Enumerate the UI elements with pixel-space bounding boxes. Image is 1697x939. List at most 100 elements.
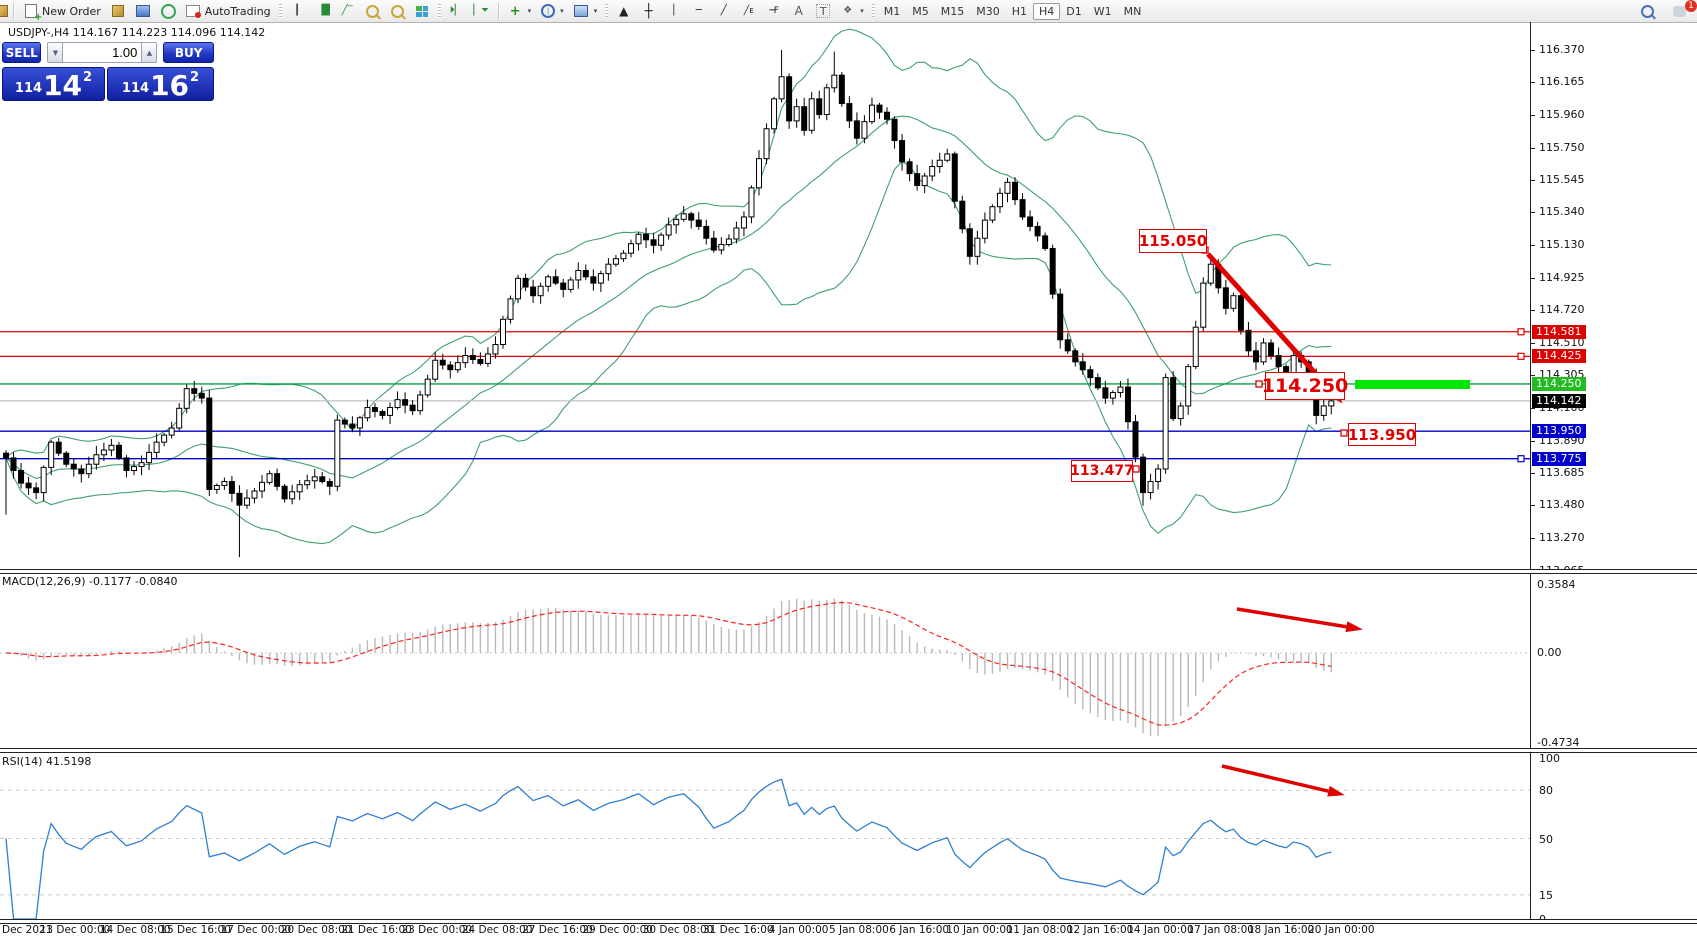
- horizontal-line-tool-button[interactable]: ─: [686, 2, 711, 21]
- timeframe-button-H4[interactable]: H4: [1033, 2, 1061, 20]
- timeframe-button-M1[interactable]: M1: [883, 4, 901, 18]
- price-annotation-label[interactable]: 115.050: [1139, 229, 1207, 253]
- timeframe-button-M5[interactable]: M5: [912, 4, 929, 18]
- auto-scroll-button[interactable]: ⏵▏: [444, 2, 469, 21]
- navigator-button[interactable]: [131, 2, 156, 21]
- candle-body: [3, 452, 9, 459]
- price-axis-tick: [1531, 375, 1535, 377]
- equidistant-channel-tool-button[interactable]: ╱ᴇ: [736, 2, 761, 21]
- candle-body: [718, 244, 725, 251]
- panel-separator[interactable]: [0, 919, 1697, 924]
- timeframe-button-H1[interactable]: H1: [1011, 4, 1027, 18]
- signals-button[interactable]: [156, 2, 181, 21]
- cursor-tool-button[interactable]: ▲: [611, 2, 636, 21]
- candle-body: [1019, 199, 1026, 218]
- timeframe-button-M15[interactable]: M15: [940, 4, 965, 18]
- rsi-panel-canvas[interactable]: [0, 752, 1530, 919]
- chat-bubble-icon: [1673, 5, 1686, 17]
- tile-windows-icon: [415, 4, 430, 19]
- crosshair-tool-button[interactable]: ┼: [636, 2, 661, 21]
- candle-body: [921, 175, 928, 186]
- price-axis-tick: [1531, 538, 1535, 540]
- templates-button[interactable]: ▾: [569, 2, 603, 21]
- trend-arrowhead: [1327, 785, 1345, 797]
- price-axis-badge-114.425: 114.425: [1532, 349, 1586, 364]
- macd-scale-top: 0.3584: [1537, 578, 1576, 591]
- bar-chart-button[interactable]: ▕▏: [285, 2, 310, 21]
- candle-body: [560, 282, 567, 290]
- line-chart-button[interactable]: ╱‾: [335, 2, 360, 21]
- price-axis-tick: [1531, 179, 1535, 181]
- toolbar-grip: [437, 4, 441, 18]
- candle-body: [612, 258, 619, 265]
- candle-body: [334, 419, 341, 487]
- buy-button[interactable]: BUY: [163, 42, 214, 63]
- candle-body: [515, 277, 522, 300]
- text-label-tool-button[interactable]: T: [811, 2, 835, 20]
- price-annotation-label[interactable]: 114.250: [1262, 372, 1348, 400]
- green-highlight-bar: [1355, 380, 1470, 389]
- price-axis-tick: [1531, 114, 1535, 116]
- macd-panel-canvas[interactable]: [0, 572, 1530, 748]
- candle-body: [289, 491, 296, 500]
- new-order-label: New Order: [42, 4, 101, 18]
- notifications-button[interactable]: 1: [1668, 0, 1697, 19]
- fibonacci-icon: ┉F: [769, 5, 779, 16]
- time-axis-label: 14 Jan 00:00: [1127, 924, 1194, 936]
- arrows-tool-button[interactable]: ❖ ▾: [835, 2, 869, 21]
- text-tool-button[interactable]: A: [786, 2, 811, 21]
- price-annotation-label[interactable]: 113.477: [1070, 460, 1134, 482]
- crosshair-icon: ┼: [644, 3, 653, 19]
- vertical-line-tool-button[interactable]: │: [661, 2, 686, 21]
- candle-body: [259, 481, 266, 492]
- candle-body: [1012, 181, 1019, 201]
- candle-body: [319, 476, 326, 483]
- sell-button[interactable]: SELL: [2, 42, 42, 63]
- fibonacci-tool-button[interactable]: ┉F: [761, 2, 786, 21]
- candle-body: [740, 216, 747, 229]
- time-axis-label: 14 Dec 08:00: [99, 924, 171, 936]
- candle-body: [1042, 235, 1049, 249]
- panel-separator[interactable]: [0, 748, 1697, 753]
- sell-price-display[interactable]: 114 14 2: [2, 67, 105, 101]
- buy-price-display[interactable]: 114 16 2: [107, 67, 214, 101]
- price-annotation-label[interactable]: 113.950: [1348, 423, 1416, 446]
- market-watch-button[interactable]: [106, 2, 131, 21]
- timeframe-button-M30[interactable]: M30: [976, 4, 1000, 18]
- timeframe-button-W1[interactable]: W1: [1093, 4, 1112, 18]
- trendline-tool-button[interactable]: ╱: [711, 2, 736, 21]
- zoom-out-button[interactable]: [385, 2, 410, 21]
- tile-windows-button[interactable]: [410, 2, 435, 21]
- indicators-button[interactable]: + ▾: [503, 2, 537, 21]
- chart-window-icon: [0, 4, 9, 19]
- candle-body: [1207, 263, 1214, 284]
- timeframe-button-D1[interactable]: D1: [1066, 4, 1082, 18]
- candle-body: [936, 159, 943, 168]
- zoom-in-button[interactable]: [360, 2, 385, 21]
- candlestick-chart-button[interactable]: ▕█: [310, 2, 335, 21]
- candle-body: [161, 434, 168, 443]
- candle-body: [1034, 225, 1041, 237]
- candle-body: [981, 219, 988, 239]
- panel-separator[interactable]: [0, 569, 1697, 574]
- new-order-button[interactable]: + New Order: [18, 2, 106, 22]
- time-axis-label: 4 Jan 00:00: [768, 924, 829, 936]
- candle-body: [379, 410, 386, 416]
- candle-body: [703, 225, 710, 239]
- search-button[interactable]: [1635, 2, 1660, 21]
- main-chart-canvas[interactable]: [0, 22, 1530, 569]
- macd-scale-bottom: -0.4734: [1537, 736, 1580, 749]
- candle-body: [786, 76, 793, 122]
- periods-button[interactable]: ❘ ▾: [536, 2, 569, 20]
- autotrading-icon: [186, 4, 202, 19]
- candle-body: [1072, 350, 1079, 363]
- candle-body: [432, 359, 439, 380]
- time-axis-label: 12 Jan 16:00: [1066, 924, 1134, 936]
- volume-increase-button[interactable]: ▲: [141, 42, 158, 63]
- volume-decrease-button[interactable]: ▼: [47, 42, 64, 63]
- autotrading-button[interactable]: AutoTrading: [181, 2, 276, 21]
- candle-body: [966, 228, 973, 257]
- volume-input[interactable]: [63, 42, 142, 63]
- timeframe-button-MN[interactable]: MN: [1123, 4, 1142, 18]
- chart-shift-button[interactable]: ▏⏷: [469, 2, 494, 21]
